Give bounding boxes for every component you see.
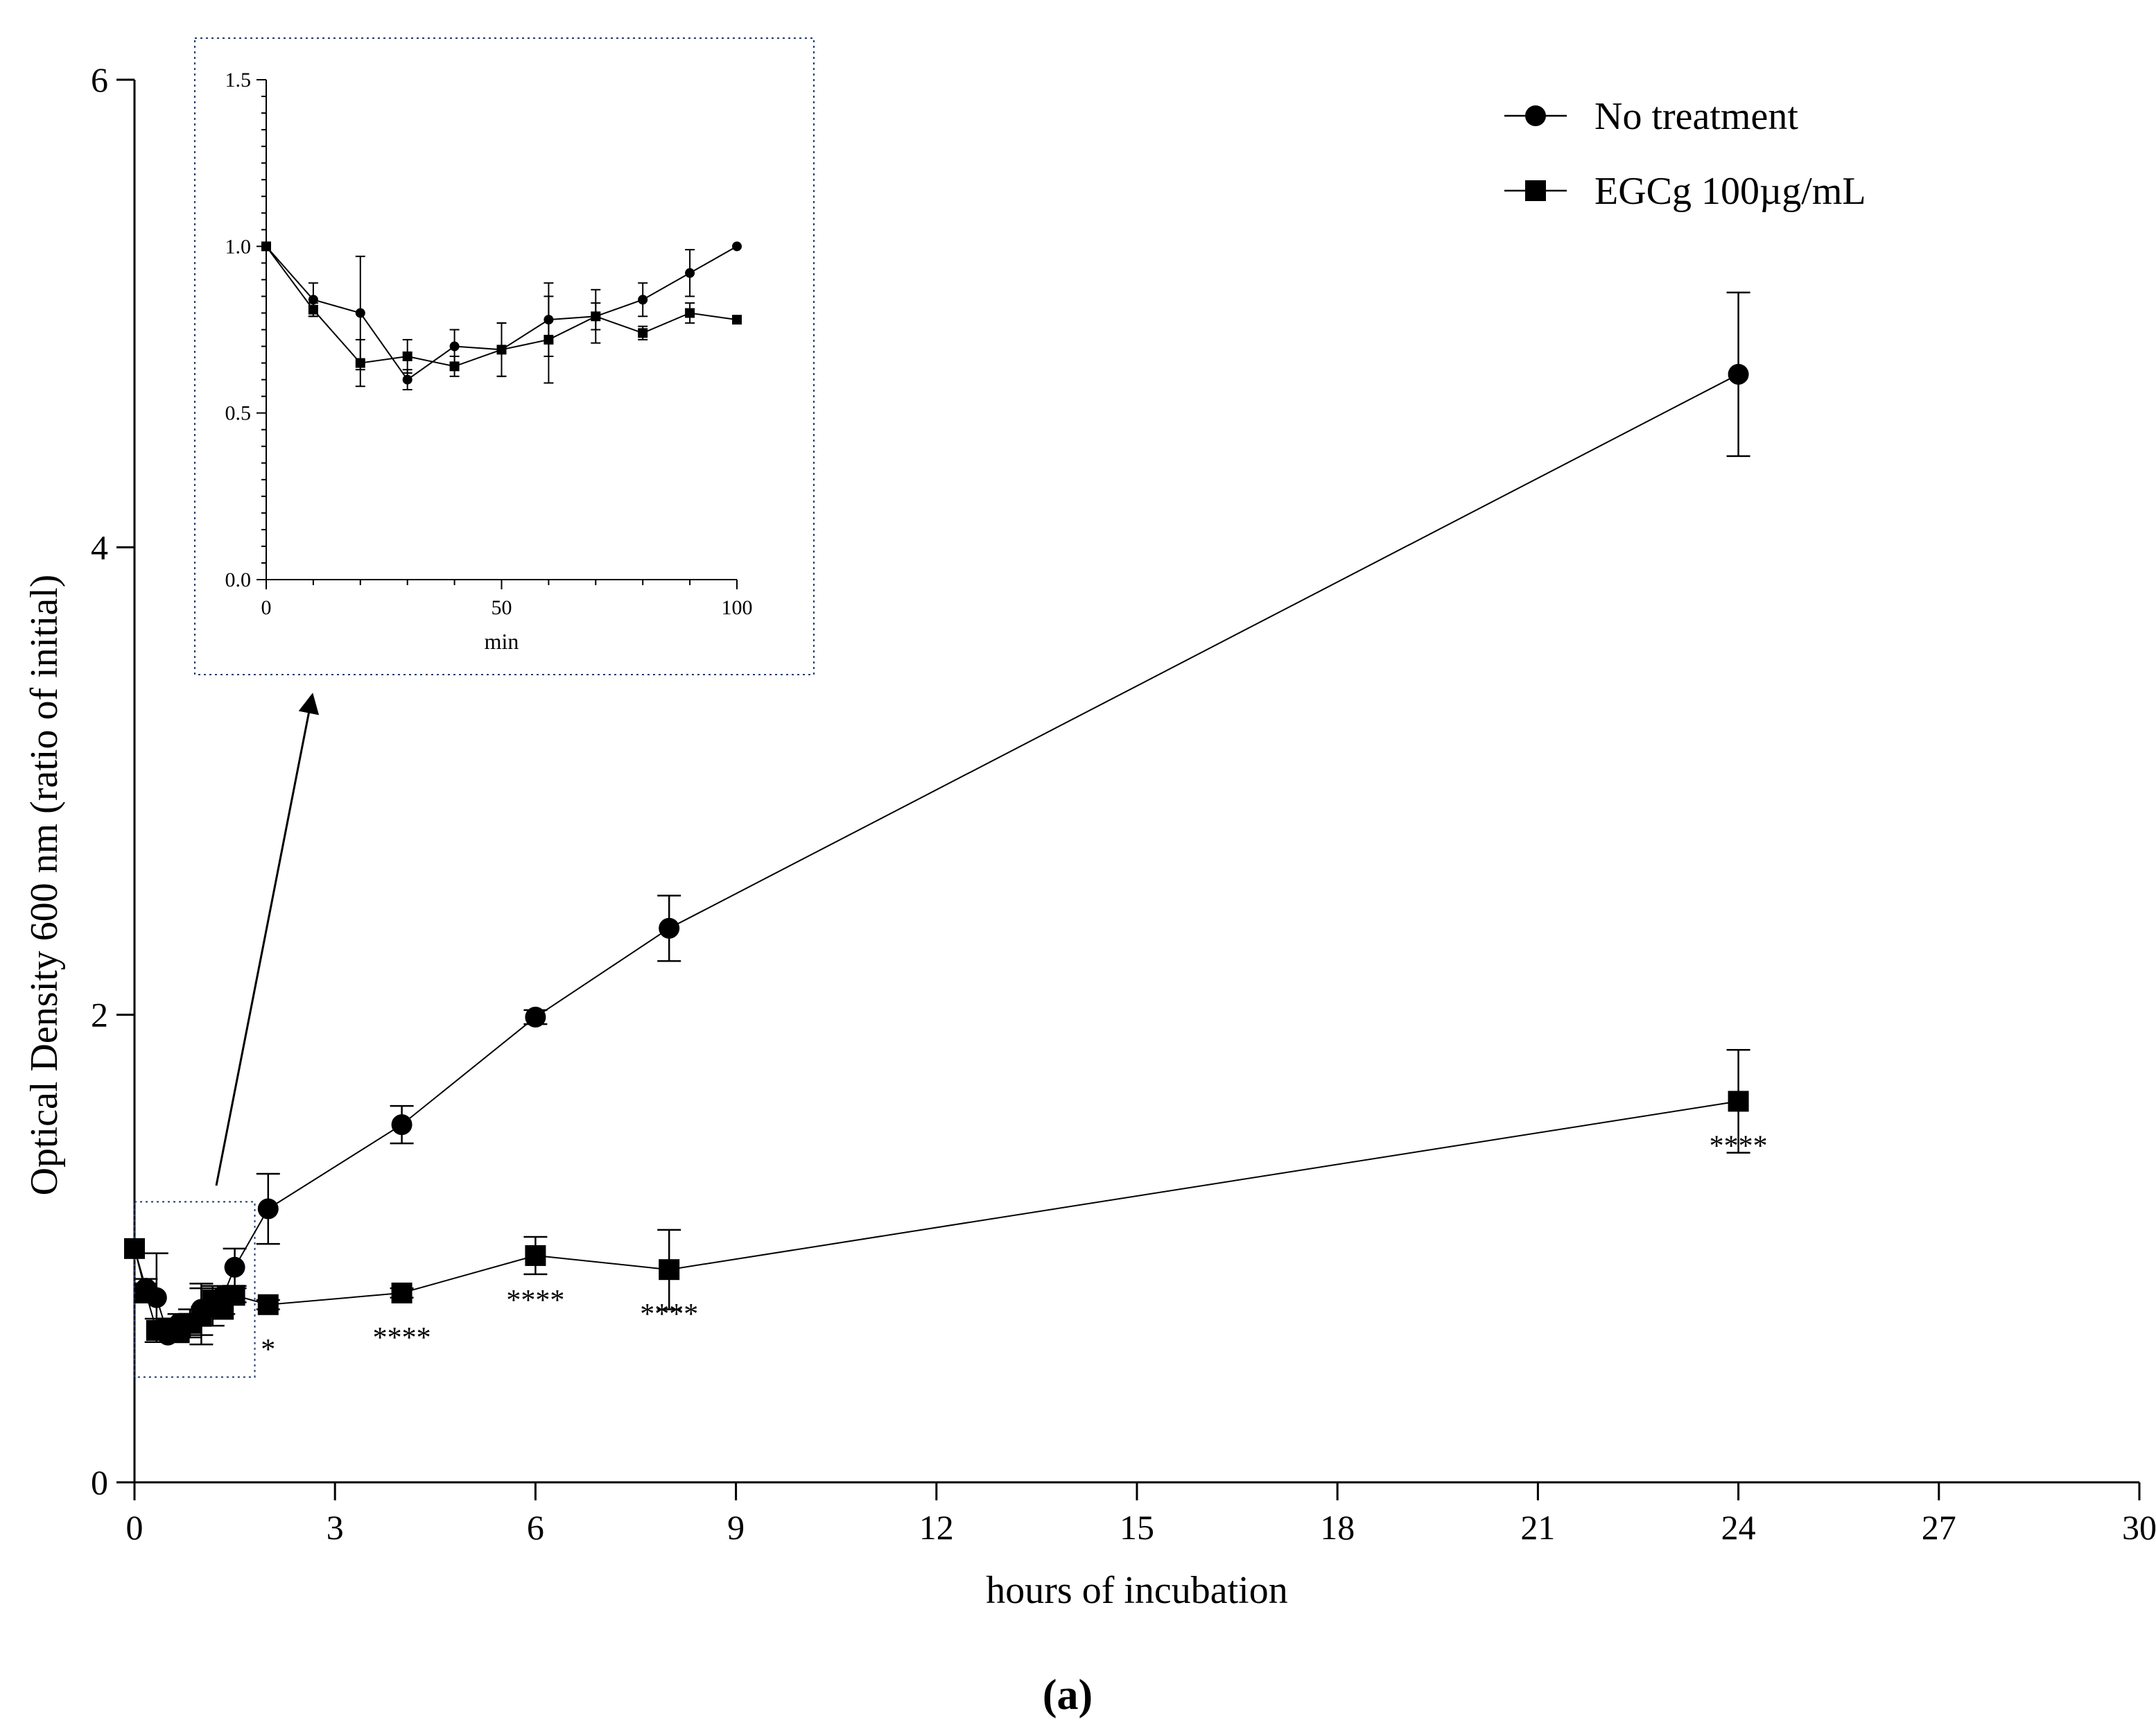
data-point-square — [496, 345, 507, 355]
data-point-circle — [391, 1114, 412, 1136]
data-point-circle — [402, 374, 412, 385]
data-point-circle — [638, 295, 648, 305]
x-tick-label: 21 — [1520, 1508, 1555, 1547]
y-axis-title: Optical Density 600 nm (ratio of initial… — [23, 575, 66, 1196]
figure-caption: (a) — [1043, 1672, 1093, 1719]
legend-marker-square — [1525, 180, 1546, 201]
x-tick-label: 3 — [327, 1508, 344, 1547]
inset-x-axis-title: min — [485, 629, 519, 654]
inset-y-tick-label: 0.0 — [225, 569, 252, 591]
data-point-square — [261, 241, 271, 252]
x-tick-label: 0 — [126, 1508, 144, 1547]
x-tick-label: 27 — [1922, 1508, 1956, 1547]
data-point-circle — [224, 1256, 245, 1278]
data-point-square — [685, 308, 695, 318]
y-tick-label: 0 — [91, 1463, 108, 1502]
x-tick-label: 24 — [1721, 1508, 1756, 1547]
data-point-square — [544, 334, 554, 345]
data-point-square — [449, 361, 460, 372]
data-point-square — [257, 1294, 279, 1315]
data-point-circle — [1728, 363, 1749, 385]
inset-axes: 0 50 100 0.0 0.5 1.0 1.5 — [225, 69, 753, 619]
data-point-circle — [659, 917, 680, 939]
x-tick-label: 12 — [919, 1508, 954, 1547]
significance-label: **** — [506, 1285, 564, 1317]
data-point-circle — [732, 241, 742, 252]
inset-plot-area — [261, 241, 742, 391]
inset-arrow — [215, 693, 320, 1186]
inset-frame — [194, 37, 815, 675]
data-point-circle — [355, 308, 365, 318]
plot-area — [124, 291, 1750, 1346]
legend-marker-circle — [1525, 105, 1546, 126]
data-point-square — [732, 315, 742, 325]
x-tick-label: 30 — [2122, 1508, 2156, 1547]
inset-x-tick-label: 50 — [492, 596, 512, 619]
legend: No treatment EGCg 100µg/mL — [1504, 95, 1866, 213]
data-point-square — [391, 1282, 412, 1303]
significance-label: **** — [373, 1322, 431, 1354]
inset-y-tick-label: 0.5 — [225, 402, 252, 425]
data-point-circle — [257, 1198, 279, 1220]
series-line — [134, 1100, 1739, 1334]
data-point-square — [591, 311, 601, 322]
data-point-square — [224, 1285, 245, 1306]
significance-label: **** — [1710, 1130, 1768, 1162]
data-point-circle — [308, 295, 318, 305]
x-axis-title: hours of incubation — [986, 1569, 1287, 1612]
data-point-square — [659, 1259, 680, 1281]
data-point-square — [135, 1282, 157, 1303]
data-point-square — [402, 351, 412, 361]
y-tick-label: 4 — [91, 528, 108, 566]
x-tick-label: 15 — [1120, 1508, 1154, 1547]
x-tick-label: 18 — [1320, 1508, 1355, 1547]
data-point-square — [124, 1238, 145, 1259]
y-tick-label: 6 — [91, 60, 108, 99]
data-point-circle — [685, 268, 695, 278]
x-tick-label: 9 — [727, 1508, 745, 1547]
data-point-square — [355, 358, 365, 368]
significance-labels: * ******** ******** — [261, 1130, 1767, 1365]
inset-y-tick-label: 1.5 — [225, 69, 252, 92]
legend-label-egcg: EGCg 100µg/mL — [1594, 170, 1866, 213]
data-point-square — [308, 304, 318, 315]
inset-y-tick-label: 1.0 — [225, 235, 252, 258]
data-point-square — [525, 1245, 546, 1266]
series-egcg — [124, 1048, 1750, 1346]
x-tick-label: 6 — [527, 1508, 544, 1547]
inset-source-box — [134, 1201, 256, 1378]
data-point-square — [638, 328, 648, 338]
significance-label: * — [261, 1334, 275, 1366]
inset-x-tick-label: 100 — [722, 596, 753, 619]
y-axis: 0 2 4 6 — [91, 60, 136, 1502]
data-point-square — [1728, 1091, 1749, 1112]
x-axis: 0 3 6 9 12 15 18 21 24 27 30 — [126, 1481, 2156, 1547]
inset-x-tick-label: 0 — [261, 596, 272, 619]
data-point-circle — [449, 341, 460, 352]
significance-label: **** — [640, 1299, 698, 1330]
legend-label-no-treatment: No treatment — [1594, 95, 1798, 138]
series-egcg — [261, 241, 742, 388]
y-tick-label: 2 — [91, 996, 108, 1034]
data-point-circle — [525, 1007, 546, 1028]
